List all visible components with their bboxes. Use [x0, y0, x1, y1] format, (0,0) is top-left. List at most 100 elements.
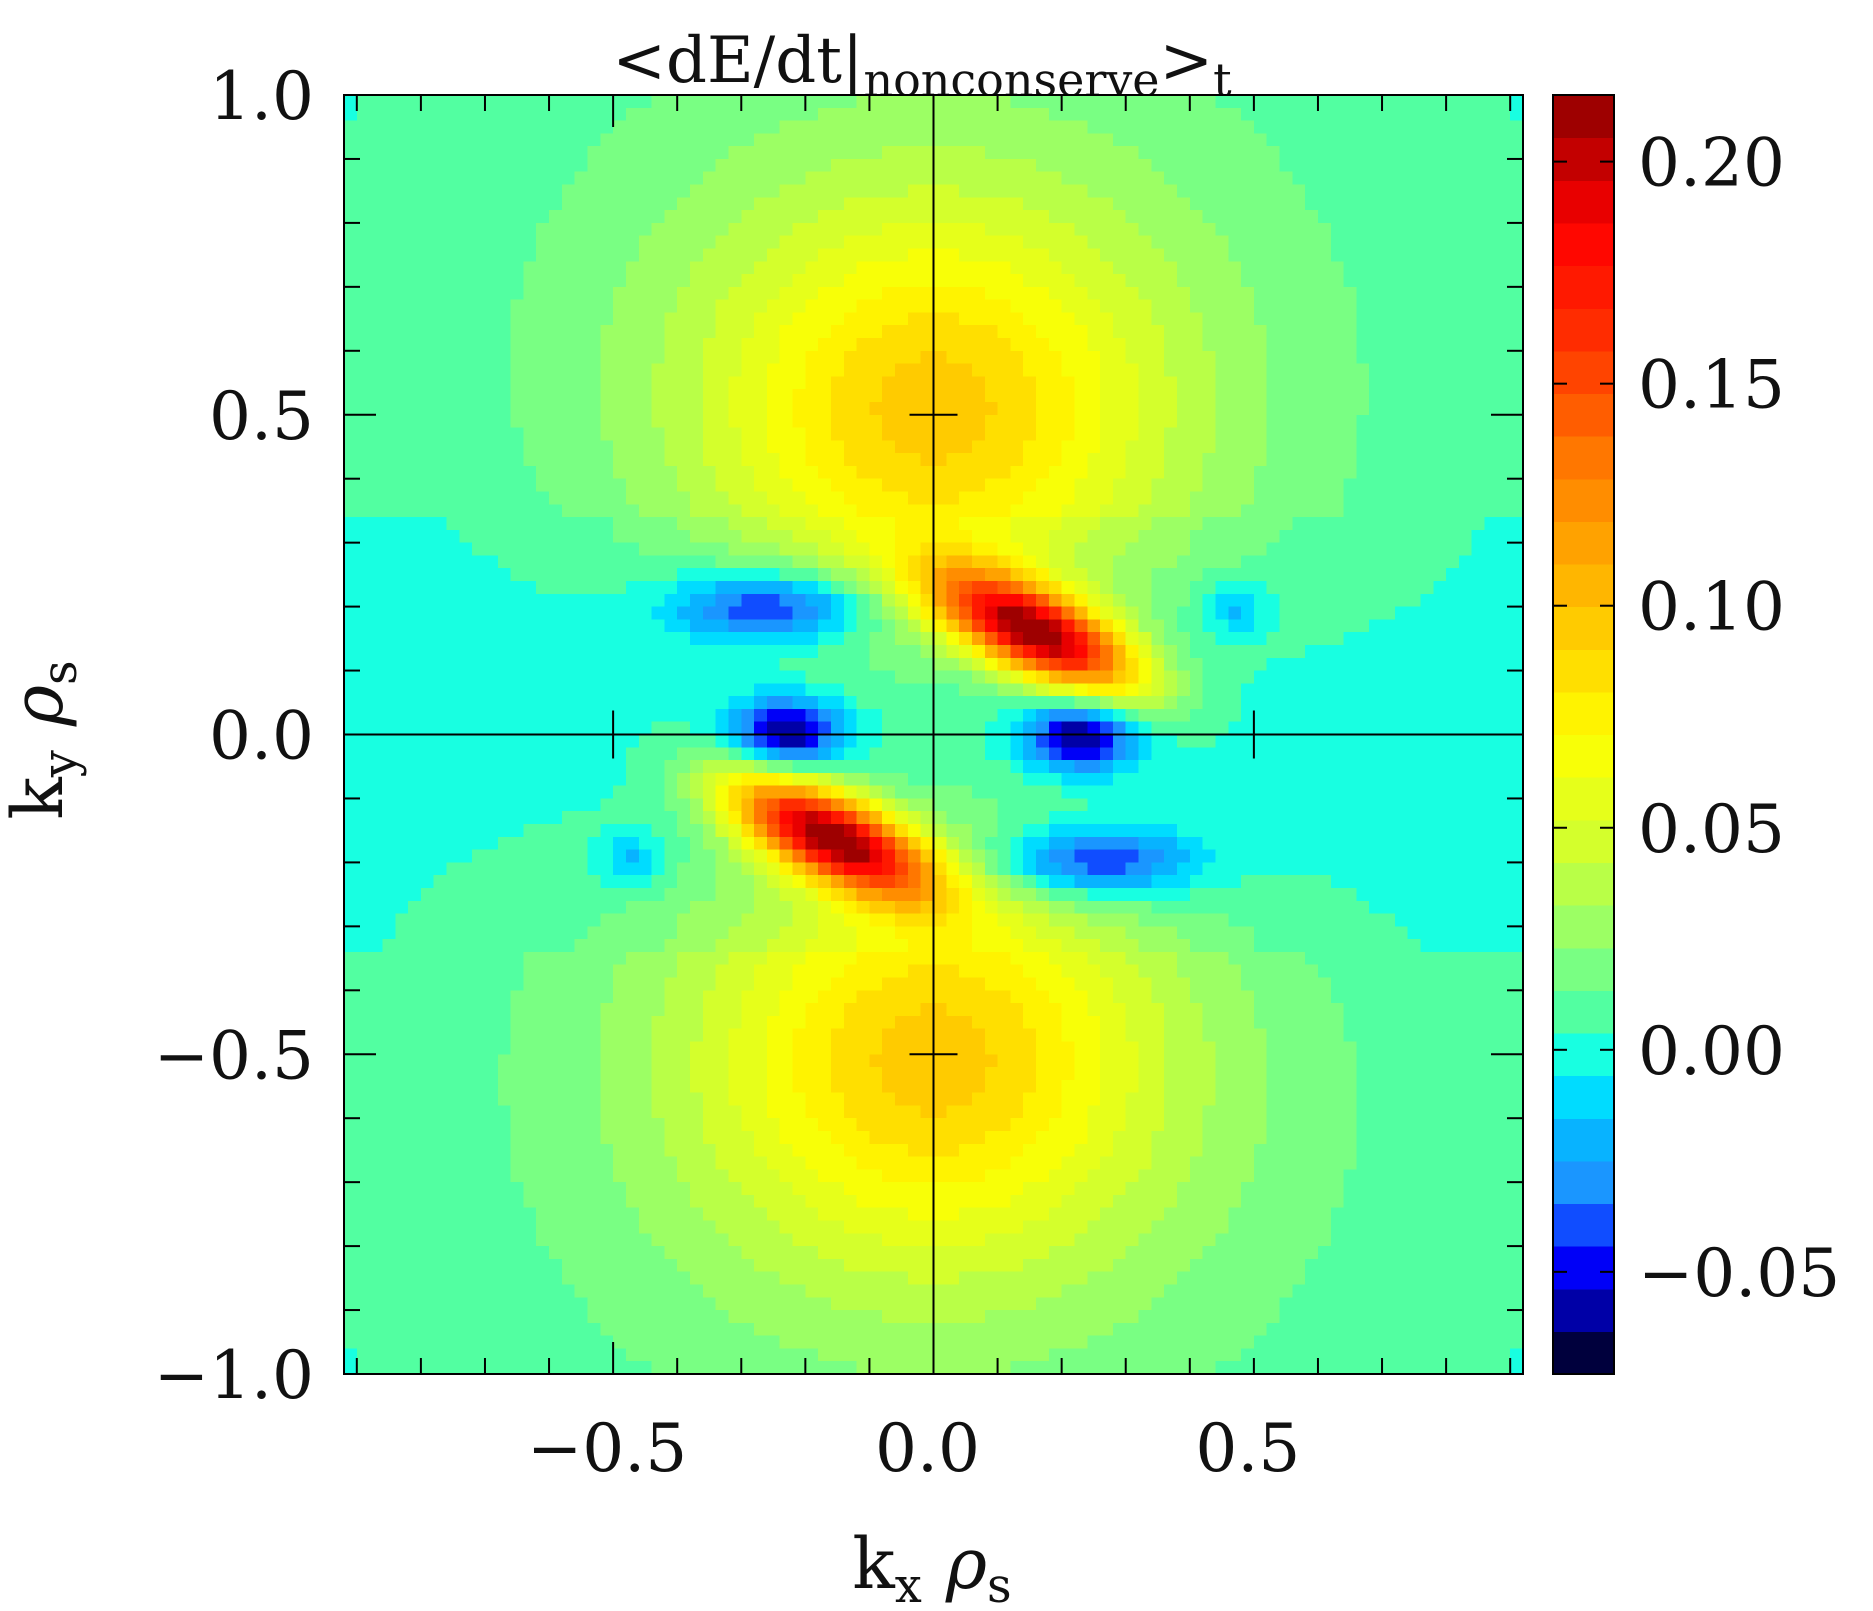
- heatmap-cell: [843, 210, 858, 224]
- heatmap-cell: [971, 1169, 986, 1183]
- heatmap-cell: [728, 197, 742, 211]
- heatmap-cell: [587, 542, 601, 557]
- heatmap-cell: [600, 312, 614, 326]
- heatmap-cell: [805, 1348, 819, 1362]
- heatmap-cell: [549, 1361, 563, 1375]
- heatmap-cell: [882, 504, 896, 518]
- heatmap-cell: [369, 1194, 384, 1209]
- heatmap-cell: [664, 1246, 678, 1260]
- heatmap-cell: [920, 708, 935, 723]
- heatmap-cell: [536, 1105, 550, 1119]
- heatmap-cell: [946, 1156, 960, 1170]
- heatmap-cell: [728, 401, 742, 416]
- heatmap-cell: [702, 1322, 717, 1337]
- heatmap-cell: [574, 197, 589, 211]
- heatmap-cell: [446, 964, 460, 979]
- heatmap-cell: [472, 862, 486, 876]
- heatmap-cell: [830, 939, 845, 953]
- heatmap-cell: [369, 836, 384, 851]
- heatmap-cell: [933, 1156, 947, 1170]
- heatmap-cell: [677, 478, 691, 493]
- heatmap-cell: [356, 491, 371, 505]
- heatmap-cell: [433, 1194, 448, 1209]
- heatmap-cell: [536, 427, 550, 441]
- heatmap-cell: [843, 798, 858, 812]
- heatmap-cell: [433, 210, 448, 224]
- heatmap-cell: [536, 657, 550, 672]
- heatmap-cell: [420, 670, 435, 684]
- heatmap-cell: [382, 401, 396, 416]
- heatmap-cell: [907, 990, 922, 1004]
- heatmap-cell: [549, 312, 563, 326]
- heatmap-cell: [766, 811, 781, 825]
- heatmap-cell: [536, 414, 550, 429]
- heatmap-cell: [728, 581, 742, 595]
- heatmap-cell: [625, 440, 640, 454]
- heatmap-cell: [613, 1284, 627, 1298]
- heatmap-cell: [728, 900, 742, 915]
- heatmap-cell: [971, 696, 986, 710]
- heatmap-cell: [420, 606, 435, 620]
- heatmap-cell: [715, 747, 730, 761]
- heatmap-cell: [510, 95, 525, 109]
- heatmap-cell: [497, 1156, 512, 1170]
- heatmap-cell: [971, 210, 986, 224]
- heatmap-cell: [536, 1271, 550, 1286]
- heatmap-cell: [536, 747, 550, 761]
- heatmap-cell: [895, 913, 909, 927]
- heatmap-cell: [895, 95, 909, 109]
- heatmap-cell: [792, 312, 806, 326]
- heatmap-cell: [920, 1041, 935, 1055]
- heatmap-cell: [382, 389, 396, 403]
- heatmap-cell: [574, 350, 589, 365]
- heatmap-cell: [766, 133, 781, 147]
- heatmap-cell: [792, 376, 806, 390]
- heatmap-cell: [741, 1079, 755, 1094]
- heatmap-cell: [510, 581, 525, 595]
- heatmap-cell: [856, 1310, 871, 1324]
- heatmap-cell: [959, 1054, 973, 1068]
- heatmap-cell: [523, 517, 537, 531]
- heatmap-cell: [677, 1258, 691, 1273]
- heatmap-cell: [690, 1169, 704, 1183]
- heatmap-cell: [638, 708, 653, 723]
- heatmap-cell: [779, 836, 794, 851]
- heatmap-cell: [664, 887, 678, 902]
- heatmap-cell: [587, 555, 601, 569]
- heatmap-cell: [587, 875, 601, 889]
- heatmap-cell: [754, 376, 768, 390]
- heatmap-cell: [869, 824, 883, 838]
- heatmap-cell: [433, 670, 448, 684]
- heatmap-cell: [677, 798, 691, 812]
- heatmap-cell: [741, 683, 755, 697]
- heatmap-cell: [766, 465, 781, 480]
- heatmap-cell: [613, 312, 627, 326]
- heatmap-cells: [344, 95, 1524, 1375]
- heatmap-cell: [766, 670, 781, 684]
- heatmap-cell: [792, 1297, 806, 1311]
- heatmap-cell: [830, 529, 845, 544]
- heatmap-cell: [933, 286, 947, 301]
- heatmap-cell: [843, 747, 858, 761]
- heatmap-cell: [664, 1118, 678, 1132]
- heatmap-cell: [549, 836, 563, 851]
- heatmap-cell: [497, 964, 512, 979]
- heatmap-cell: [408, 926, 422, 940]
- heatmap-cell: [408, 836, 422, 851]
- heatmap-cell: [446, 197, 460, 211]
- heatmap-cell: [587, 1284, 601, 1298]
- heatmap-cell: [549, 210, 563, 224]
- heatmap-cell: [869, 760, 883, 774]
- heatmap-cell: [664, 504, 678, 518]
- heatmap-cell: [549, 325, 563, 339]
- heatmap-cell: [420, 427, 435, 441]
- heatmap-cell: [933, 760, 947, 774]
- heatmap-cell: [792, 338, 806, 352]
- heatmap-cell: [613, 1297, 627, 1311]
- heatmap-cell: [587, 261, 601, 275]
- heatmap-cell: [702, 593, 717, 608]
- heatmap-cell: [433, 1156, 448, 1170]
- heatmap-cell: [959, 325, 973, 339]
- heatmap-cell: [792, 964, 806, 979]
- heatmap-cell: [959, 696, 973, 710]
